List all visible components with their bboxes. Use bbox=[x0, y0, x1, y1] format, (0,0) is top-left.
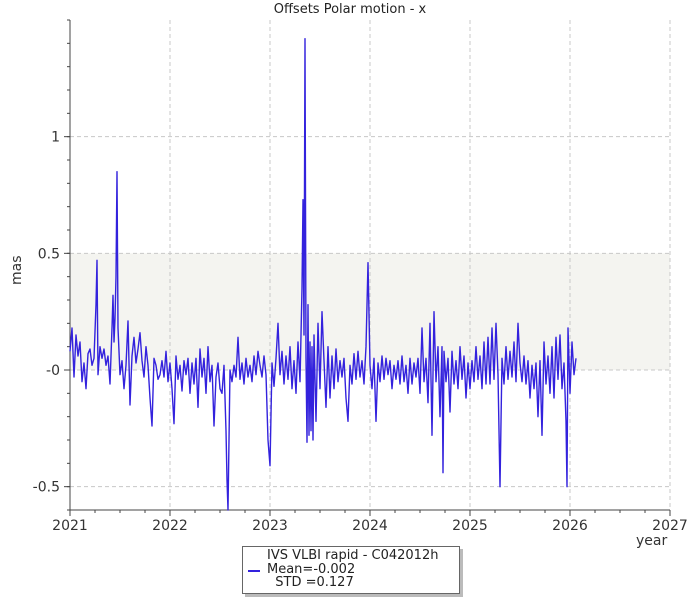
x-tick-label: 2026 bbox=[552, 518, 588, 534]
x-tick-label: 2022 bbox=[152, 518, 188, 534]
x-tick-label: 2024 bbox=[352, 518, 388, 534]
y-tick-label: -0 bbox=[46, 363, 60, 379]
legend: IVS VLBI rapid - C042012h Mean=-0.002 ST… bbox=[242, 546, 460, 594]
x-tick-label: 2025 bbox=[452, 518, 488, 534]
legend-std: STD =0.127 bbox=[267, 575, 354, 590]
legend-mean: Mean=-0.002 bbox=[267, 562, 356, 577]
x-tick-label: 2023 bbox=[252, 518, 288, 534]
series-line bbox=[69, 38, 577, 511]
y-tick-label: -0.5 bbox=[33, 480, 60, 496]
x-tick-label: 2027 bbox=[652, 518, 688, 534]
x-tick-label: 2021 bbox=[52, 518, 88, 534]
legend-swatch bbox=[248, 570, 260, 572]
x-axis-label: year bbox=[636, 533, 668, 549]
y-tick-label: 0.5 bbox=[38, 246, 60, 262]
chart-title: Offsets Polar motion - x bbox=[273, 2, 427, 17]
legend-series-name: IVS VLBI rapid - C042012h bbox=[267, 548, 439, 563]
y-tick-label: 1 bbox=[51, 130, 60, 146]
